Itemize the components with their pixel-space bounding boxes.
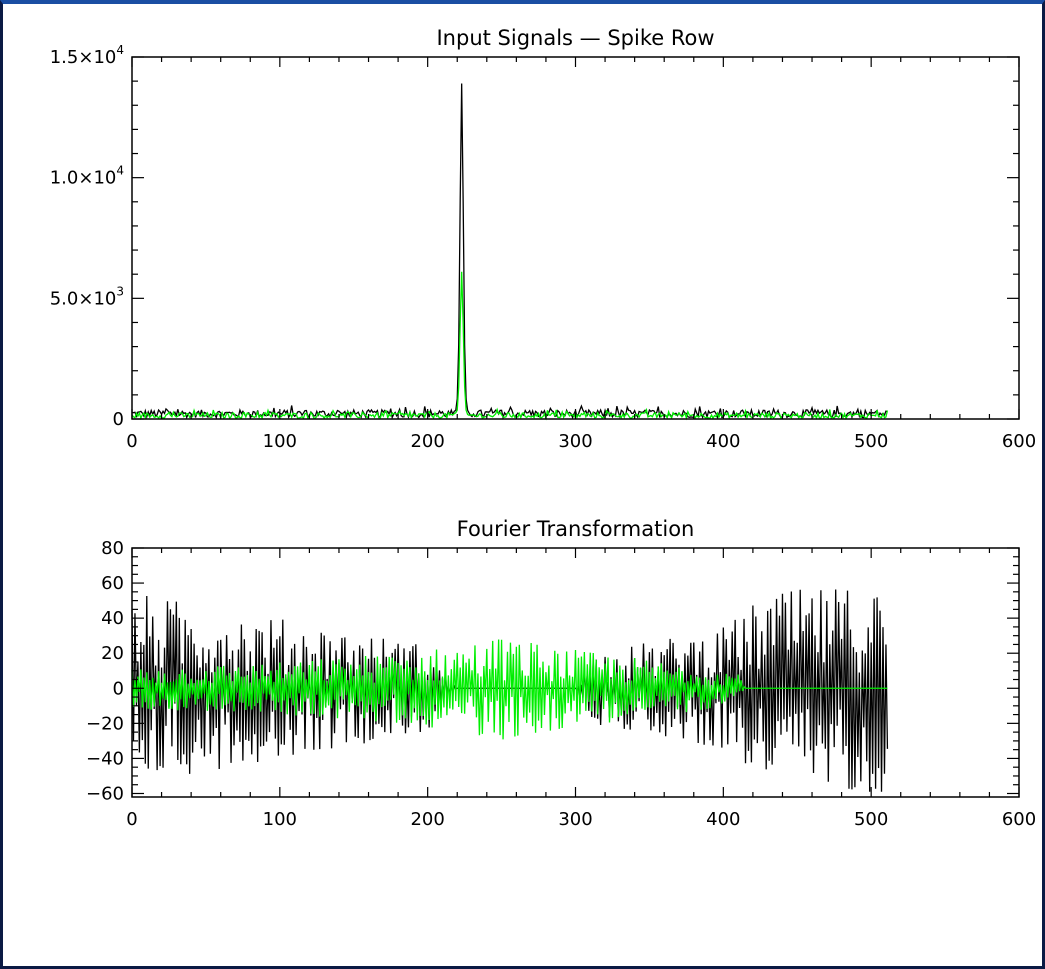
- y-tick-label: 40: [101, 608, 124, 629]
- y-tick-label: 80: [101, 538, 124, 559]
- x-tick-label: 0: [126, 431, 137, 452]
- y-tick-label: 60: [101, 573, 124, 594]
- y-tick-label: −60: [86, 783, 124, 804]
- x-tick-label: 100: [263, 809, 297, 830]
- x-tick-label: 600: [1002, 809, 1036, 830]
- x-tick-label: 400: [706, 809, 740, 830]
- chart-title: Input Signals — Spike Row: [436, 26, 714, 50]
- series-line-1: [131, 639, 888, 740]
- y-tick-label: −40: [86, 748, 124, 769]
- x-tick-label: 400: [706, 431, 740, 452]
- x-tick-label: 300: [558, 431, 592, 452]
- x-tick-label: 200: [410, 809, 444, 830]
- y-tick-label: 20: [101, 643, 124, 664]
- plot-frame: [131, 56, 1020, 420]
- x-tick-label: 500: [854, 809, 888, 830]
- x-tick-label: 0: [126, 809, 137, 830]
- series-line-0: [131, 83, 888, 421]
- y-tick-label: 1.5×104: [50, 43, 124, 68]
- x-tick-label: 600: [1002, 431, 1036, 452]
- x-tick-label: 500: [854, 431, 888, 452]
- y-tick-label: 0: [113, 678, 124, 699]
- panel-input-signals: Input Signals — Spike Row 0 100 200 300 400 50…: [50, 26, 1036, 452]
- x-tick-label: 300: [558, 809, 592, 830]
- chart-title: Fourier Transformation: [457, 517, 695, 541]
- x-tick-label: 200: [410, 431, 444, 452]
- x-tick-label: 100: [263, 431, 297, 452]
- y-tick-label: 1.0×104: [50, 164, 124, 189]
- series-line-1: [131, 271, 889, 421]
- y-tick-label: 5.0×103: [50, 284, 124, 309]
- y-tick-label: 0: [113, 409, 124, 430]
- y-tick-label: −20: [86, 713, 124, 734]
